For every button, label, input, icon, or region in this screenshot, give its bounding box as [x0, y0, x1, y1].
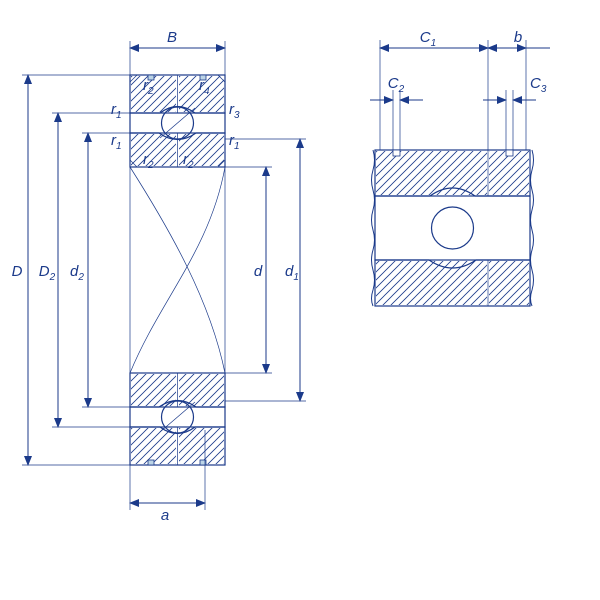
label-b: b — [514, 29, 522, 46]
label-d1: d1 — [285, 263, 299, 283]
label-a: a — [161, 507, 169, 524]
technical-drawing: B r2 r4 r1 r3 r1 r1 r2 r2 — [0, 0, 600, 600]
hatch — [489, 261, 529, 305]
label-B: B — [167, 29, 177, 46]
label-C2: C2 — [388, 75, 405, 95]
hatch — [489, 151, 529, 195]
label-d: d — [254, 263, 263, 280]
groove-C2 — [393, 150, 400, 156]
r-ball — [432, 207, 474, 249]
label-r1-ir: r1 — [229, 132, 240, 152]
label-D2: D2 — [39, 263, 56, 283]
hatch — [131, 428, 176, 464]
break-l — [372, 150, 375, 306]
label-C1: C1 — [420, 29, 436, 49]
r-raceway — [375, 188, 530, 268]
break-r — [531, 150, 534, 306]
hatch — [179, 428, 224, 464]
label-r1-il: r1 — [111, 132, 122, 152]
label-D: D — [12, 263, 23, 280]
notch — [148, 75, 154, 80]
hatch — [376, 261, 487, 305]
contour-2 — [130, 167, 225, 373]
hatch — [376, 151, 487, 195]
notch — [148, 460, 154, 465]
label-r3-or: r3 — [229, 101, 240, 121]
label-d2: d2 — [70, 263, 84, 283]
label-C3: C3 — [530, 75, 547, 95]
label-r1-ol: r1 — [111, 101, 122, 121]
groove-C3 — [506, 150, 513, 156]
